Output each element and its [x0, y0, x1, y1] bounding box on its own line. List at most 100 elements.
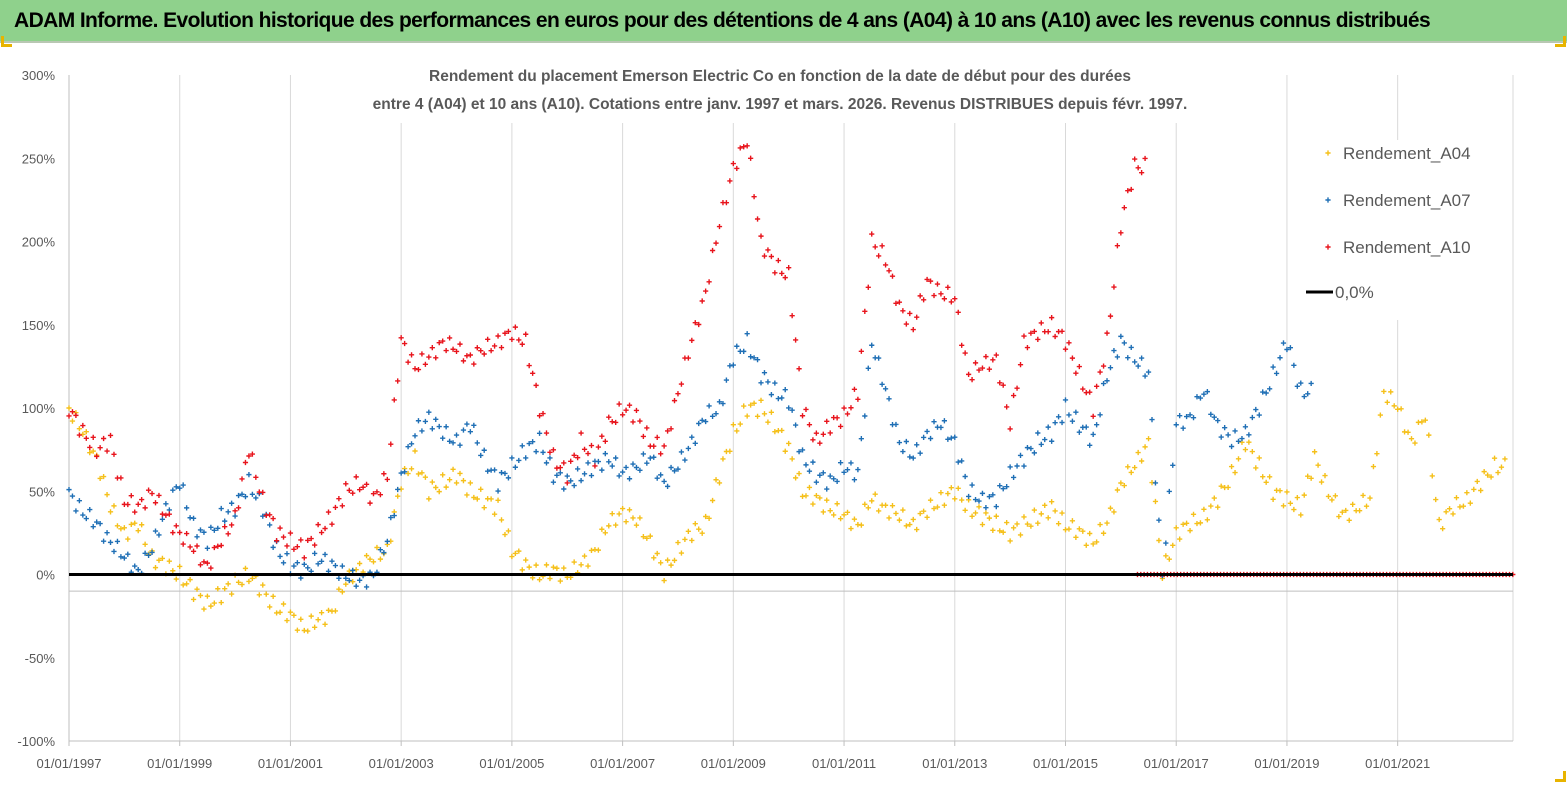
data-point — [104, 448, 110, 454]
data-point — [1474, 478, 1480, 485]
data-point — [1087, 389, 1093, 395]
data-point — [94, 453, 100, 459]
data-point — [536, 577, 543, 583]
data-point — [1270, 496, 1276, 502]
data-point — [1145, 369, 1152, 375]
data-point — [671, 557, 678, 563]
data-point — [291, 546, 297, 552]
series-rendement-a07 — [66, 331, 1314, 590]
data-point — [1228, 463, 1235, 470]
data-point — [914, 442, 920, 448]
data-point — [568, 478, 574, 484]
data-point — [713, 411, 719, 417]
data-point — [1017, 452, 1024, 459]
data-point — [799, 447, 806, 453]
data-point — [125, 536, 131, 542]
data-point — [966, 493, 972, 500]
data-point — [1021, 463, 1027, 469]
data-point — [1104, 520, 1110, 526]
data-point — [1128, 469, 1134, 476]
data-point — [927, 497, 934, 503]
data-point — [474, 440, 480, 446]
data-point — [509, 336, 515, 343]
data-point — [256, 592, 262, 598]
data-point — [381, 471, 387, 477]
data-point — [1305, 391, 1311, 397]
data-point — [789, 456, 795, 462]
data-point — [485, 468, 491, 474]
data-point — [391, 513, 397, 519]
data-point — [530, 575, 536, 581]
data-point — [862, 501, 868, 507]
data-point — [1028, 330, 1034, 336]
data-point — [962, 350, 968, 356]
data-point — [159, 511, 166, 517]
data-point — [242, 565, 249, 571]
data-point — [152, 565, 159, 571]
data-point — [229, 500, 235, 506]
data-point — [730, 422, 736, 428]
data-point — [215, 525, 221, 531]
data-point — [253, 474, 259, 480]
data-point — [519, 567, 525, 573]
data-point — [817, 472, 823, 478]
data-point — [623, 519, 629, 525]
data-point — [194, 534, 200, 540]
data-point — [1087, 530, 1093, 537]
data-point — [1069, 418, 1076, 424]
data-point — [495, 488, 501, 494]
data-point — [488, 496, 494, 502]
data-point — [900, 308, 906, 314]
data-point — [1502, 456, 1508, 462]
data-point — [1055, 414, 1062, 420]
data-point — [661, 478, 667, 485]
data-point — [419, 351, 425, 357]
data-point — [550, 479, 557, 485]
data-point — [215, 586, 221, 592]
data-point — [727, 178, 733, 184]
data-point — [831, 512, 837, 518]
data-point — [1256, 412, 1262, 418]
data-point — [575, 455, 581, 461]
data-point — [640, 534, 646, 540]
chart-title-line-2: entre 4 (A04) et 10 ans (A10). Cotations… — [373, 96, 1188, 113]
x-tick-label: 01/01/2005 — [479, 756, 544, 771]
data-point — [1429, 473, 1435, 479]
data-point — [706, 279, 712, 285]
data-point — [502, 531, 508, 538]
data-point — [658, 451, 664, 457]
data-point — [1419, 419, 1425, 425]
data-point — [398, 335, 404, 341]
data-point — [1100, 530, 1107, 536]
data-point — [637, 418, 643, 424]
data-point — [966, 371, 972, 377]
data-point — [907, 310, 913, 317]
data-point — [87, 450, 93, 456]
data-point — [1069, 355, 1076, 361]
data-point — [921, 297, 927, 303]
data-point — [107, 432, 114, 439]
chart-title: Rendement du placement Emerson Electric … — [318, 59, 1248, 123]
data-point — [664, 483, 671, 489]
data-point — [481, 351, 487, 357]
data-point — [1222, 425, 1228, 431]
data-point — [318, 529, 325, 536]
data-point — [668, 426, 674, 432]
data-point — [118, 526, 124, 532]
data-point — [1235, 438, 1242, 444]
data-point — [1485, 472, 1491, 478]
data-point — [412, 448, 418, 454]
data-point — [1249, 414, 1255, 421]
data-point — [1000, 486, 1006, 492]
data-point — [754, 357, 761, 363]
data-point — [1280, 340, 1287, 346]
data-point — [644, 460, 650, 466]
data-point — [893, 510, 899, 517]
data-point — [851, 516, 858, 522]
data-point — [343, 581, 349, 587]
data-point — [578, 562, 584, 568]
data-point — [793, 475, 799, 481]
data-point — [450, 346, 456, 352]
data-point — [101, 538, 107, 544]
data-point — [938, 490, 944, 496]
